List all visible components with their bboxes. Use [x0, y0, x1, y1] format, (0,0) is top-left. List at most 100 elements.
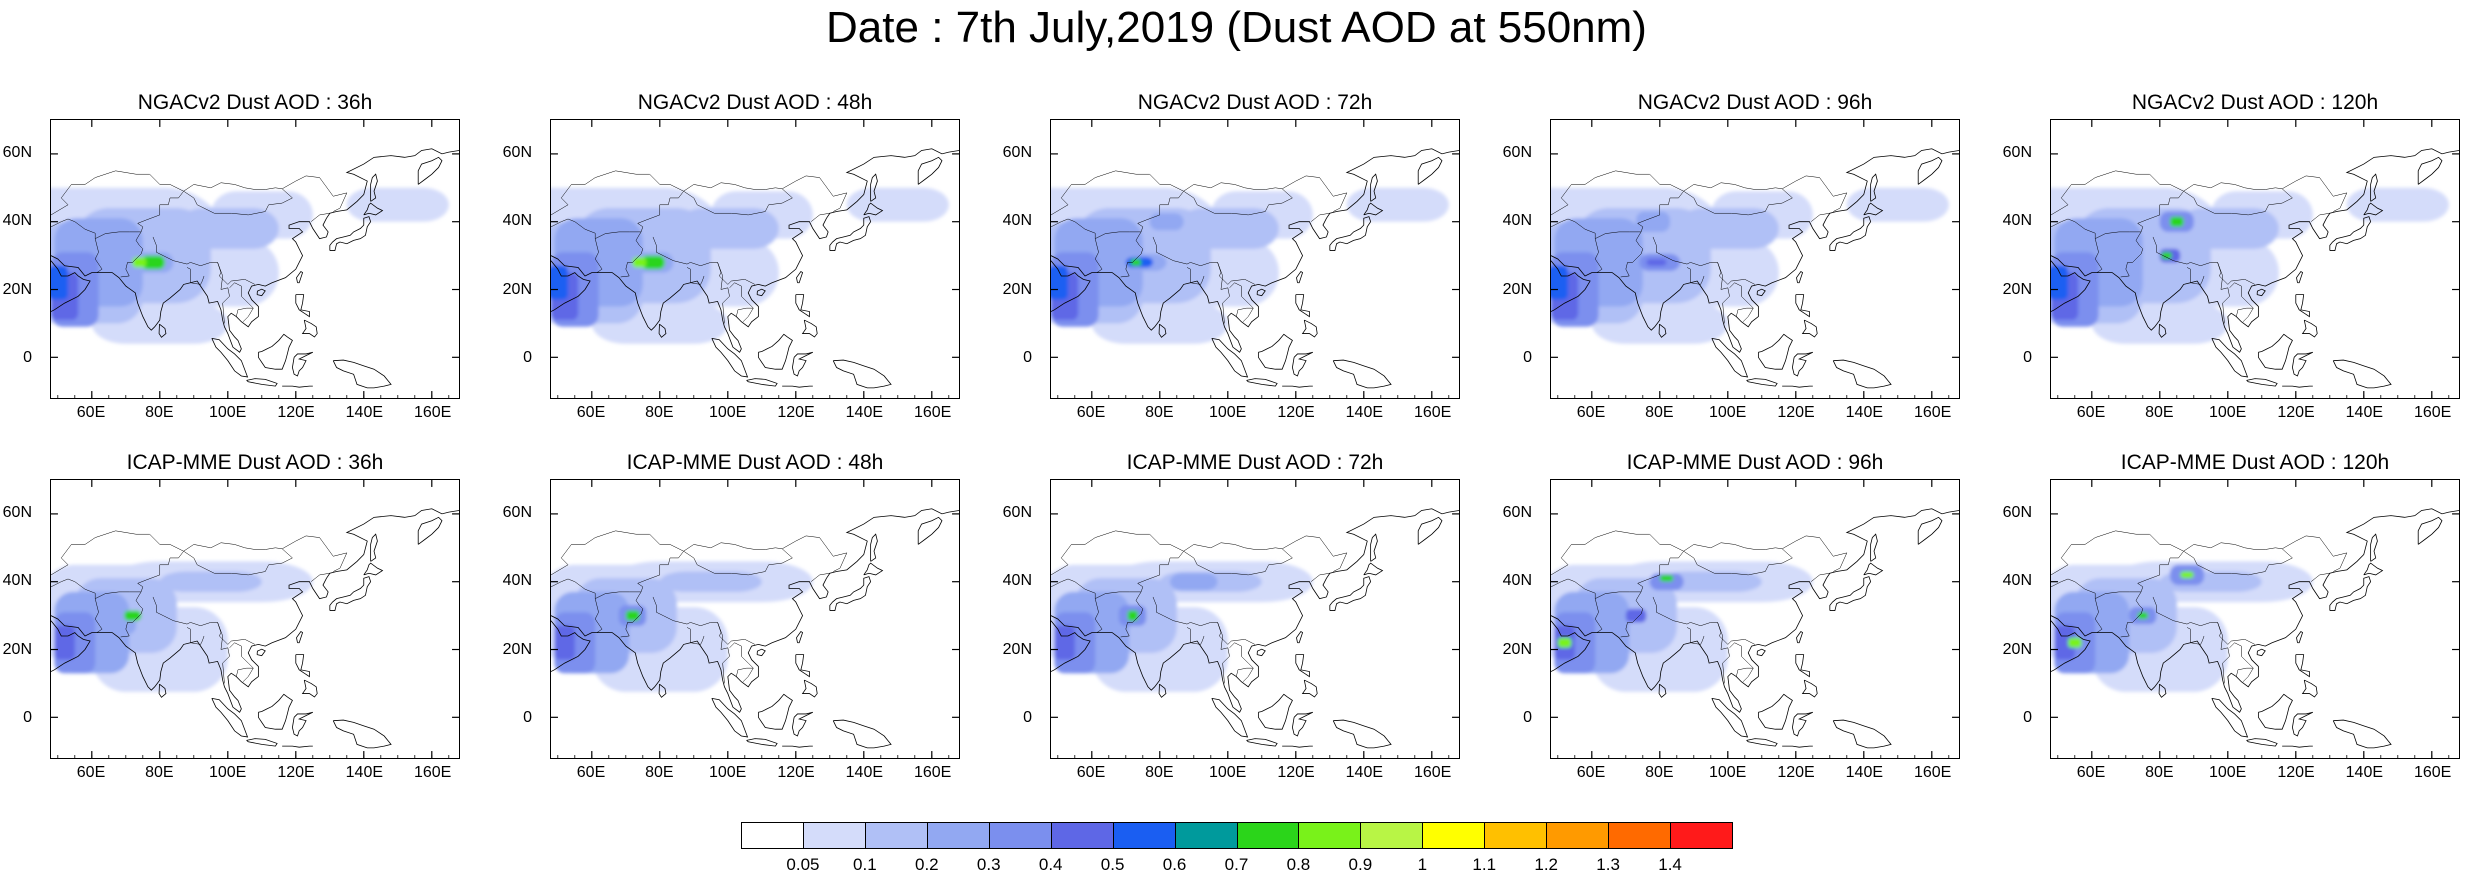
country-borders	[1551, 170, 1848, 324]
lon-tick-label: 80E	[2145, 404, 2174, 421]
colorbar-swatch	[1112, 822, 1176, 849]
lat-tick-label: 40N	[1502, 212, 1532, 230]
lon-tick-label: 60E	[76, 404, 106, 421]
lon-tick-label: 80E	[645, 404, 674, 421]
lat-tick-label: 0	[523, 709, 532, 727]
colorbar-label: 0.8	[1286, 855, 1311, 874]
country-borders	[551, 170, 848, 324]
lon-tick-label: 100E	[208, 404, 247, 421]
lon-tick-label: 60E	[576, 404, 606, 421]
lat-tick-label: 0	[1523, 349, 1532, 367]
lon-tick-label: 60E	[76, 764, 106, 781]
panel-title: NGACv2 Dust AOD : 72h	[1137, 91, 1373, 114]
lat-tick-label: 40N	[1002, 572, 1032, 590]
lon-tick-label: 140E	[1845, 764, 1884, 781]
colorbar-label: 0.5	[1100, 855, 1125, 874]
lon-tick-label: 100E	[2208, 764, 2247, 781]
lat-tick-label: 0	[2023, 709, 2032, 727]
lat-tick-label: 40N	[2002, 572, 2032, 590]
lat-tick-label: 60N	[2002, 504, 2032, 522]
lat-tick-label: 0	[23, 349, 32, 367]
dust-field	[1551, 561, 1813, 692]
map-panel-icap-mme-36h: ICAP-MME Dust AOD : 36h 60N 40N 20N 0 60E 80E 1…	[0, 450, 460, 820]
map-panel-ngacv2-36h: NGACv2 Dust AOD : 36h 60N 40N 20N 0 60E 80E 100…	[0, 90, 460, 460]
lon-tick-label: 80E	[1145, 764, 1174, 781]
lat-tick-label: 20N	[2, 640, 32, 658]
lat-tick-label: 60N	[2002, 144, 2032, 162]
colorbar-label: 1.2	[1534, 855, 1559, 874]
lon-tick-label: 60E	[2076, 764, 2106, 781]
lon-tick-label: 140E	[1845, 404, 1884, 421]
lon-tick-label: 60E	[1076, 764, 1106, 781]
lon-tick-label: 80E	[145, 764, 174, 781]
lon-tick-label: 80E	[2145, 764, 2174, 781]
lon-tick-label: 120E	[1277, 764, 1315, 781]
dust-aod-map	[1550, 119, 1960, 399]
coastlines	[551, 508, 959, 749]
lon-tick-label: 120E	[1777, 764, 1815, 781]
map-panel-icap-mme-96h: ICAP-MME Dust AOD : 96h 60N 40N 20N 0 60E 80E 1…	[1500, 450, 1960, 820]
colorbar-label: 1.3	[1596, 855, 1620, 874]
country-borders	[1051, 170, 1348, 324]
panel-title: NGACv2 Dust AOD : 36h	[137, 91, 373, 114]
colorbar-label: 1.4	[1658, 855, 1682, 874]
colorbar-label: 0.1	[853, 855, 877, 874]
dust-field	[1551, 187, 1949, 344]
lon-tick-label: 140E	[2345, 404, 2384, 421]
lon-tick-label: 160E	[1413, 764, 1452, 781]
panel-title: NGACv2 Dust AOD : 96h	[1637, 91, 1873, 114]
panel-title: ICAP-MME Dust AOD : 96h	[1626, 451, 1884, 474]
dust-aod-map	[1550, 479, 1960, 759]
lon-tick-label: 60E	[576, 764, 606, 781]
colorbar-label: 0.2	[914, 855, 939, 874]
lat-tick-label: 20N	[502, 640, 532, 658]
lon-tick-label: 160E	[1413, 404, 1452, 421]
coastlines	[551, 148, 959, 389]
lat-tick-label: 0	[523, 349, 532, 367]
lat-tick-label: 0	[23, 709, 32, 727]
lat-tick-label: 20N	[1002, 640, 1032, 658]
lon-tick-label: 120E	[777, 764, 815, 781]
dust-field	[2051, 561, 2313, 692]
lat-tick-label: 20N	[1502, 280, 1532, 298]
lat-tick-label: 40N	[2, 212, 32, 230]
country-borders	[1051, 530, 1348, 684]
colorbar-swatch	[1670, 822, 1733, 849]
dust-aod-map	[1050, 119, 1460, 399]
lon-tick-label: 160E	[413, 764, 452, 781]
colorbar-swatch	[988, 822, 1052, 849]
dust-field	[51, 561, 313, 692]
country-borders	[51, 170, 348, 324]
colorbar-swatch	[1484, 822, 1548, 849]
lon-tick-label: 80E	[1145, 404, 1174, 421]
lon-tick-label: 160E	[2413, 764, 2452, 781]
coastlines	[1551, 148, 1959, 389]
coastlines	[2051, 148, 2459, 389]
lat-tick-label: 0	[1523, 709, 1532, 727]
dust-aod-map	[550, 479, 960, 759]
dust-aod-map	[2050, 119, 2460, 399]
panel-title: NGACv2 Dust AOD : 120h	[2131, 91, 2379, 114]
lat-tick-label: 40N	[502, 212, 532, 230]
colorbar-swatch	[864, 822, 928, 849]
lon-tick-label: 120E	[2277, 404, 2315, 421]
dust-field	[1051, 187, 1449, 344]
coastlines	[1551, 508, 1959, 749]
lat-tick-label: 0	[2023, 349, 2032, 367]
lon-tick-label: 100E	[1708, 404, 1747, 421]
lon-tick-label: 100E	[1208, 404, 1247, 421]
lat-tick-label: 40N	[1502, 572, 1532, 590]
lat-tick-label: 40N	[502, 572, 532, 590]
lat-tick-label: 60N	[502, 504, 532, 522]
lon-tick-label: 120E	[277, 764, 315, 781]
lat-tick-label: 20N	[2, 280, 32, 298]
colorbar-swatch	[802, 822, 866, 849]
lon-tick-label: 80E	[145, 404, 174, 421]
lon-tick-label: 140E	[345, 764, 384, 781]
lat-tick-label: 40N	[2002, 212, 2032, 230]
colorbar-swatch	[926, 822, 990, 849]
colorbar-swatch	[741, 822, 804, 849]
map-panel-icap-mme-72h: ICAP-MME Dust AOD : 72h 60N 40N 20N 0 60E 80E 1…	[1000, 450, 1460, 820]
lat-tick-label: 20N	[1502, 640, 1532, 658]
country-borders	[51, 530, 348, 684]
